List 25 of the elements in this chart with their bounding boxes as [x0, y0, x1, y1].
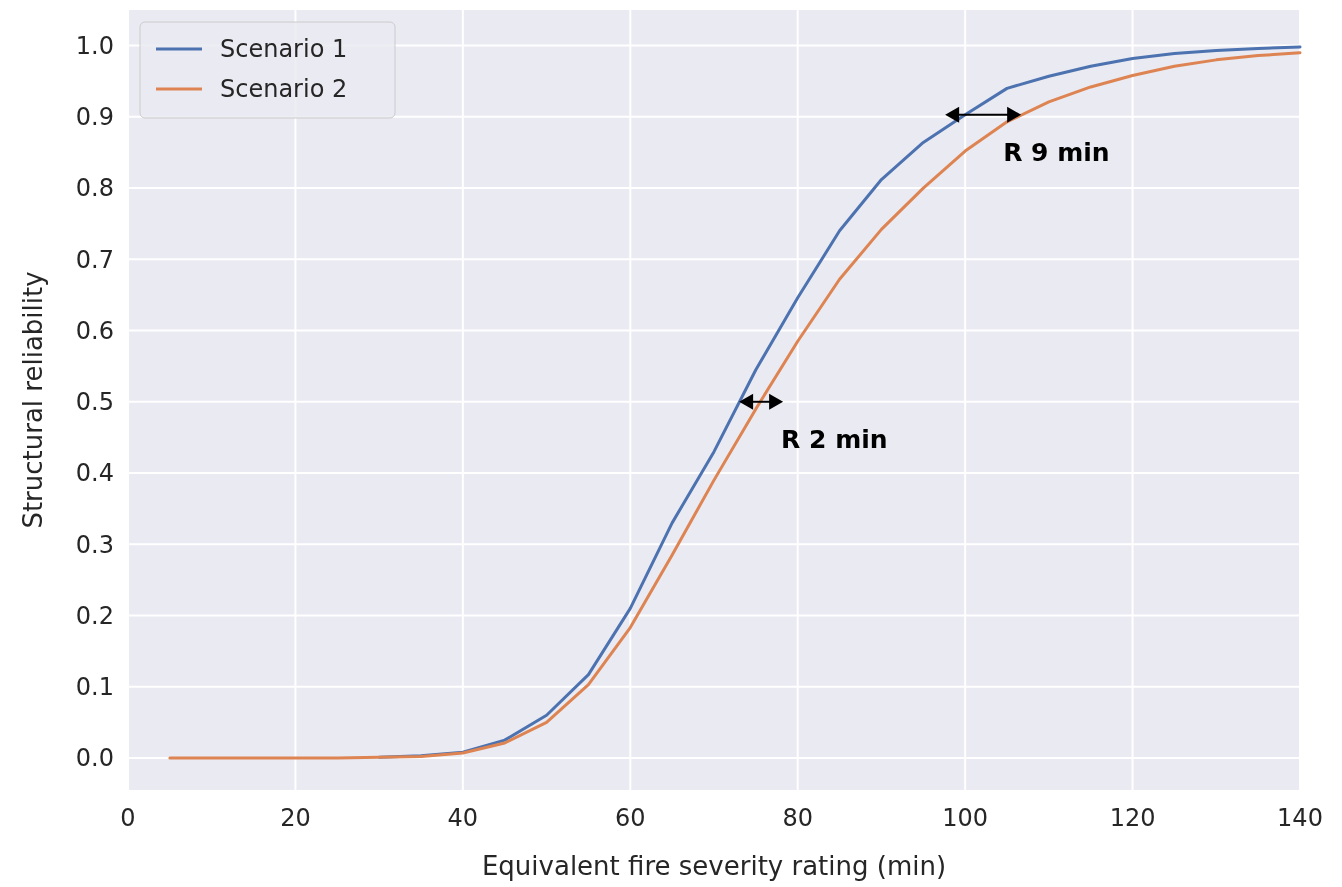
annotation: R 9 min — [1003, 137, 1110, 167]
y-tick-label: 0.4 — [75, 459, 114, 488]
x-axis-title: Equivalent fire severity rating (min) — [481, 851, 947, 881]
y-tick-label: 1.0 — [75, 32, 114, 61]
x-tick-label: 100 — [942, 804, 989, 832]
y-tick-label: 0.0 — [75, 744, 114, 773]
legend-label: Scenario 1 — [220, 35, 348, 64]
x-tick-label: 60 — [615, 804, 646, 832]
x-tick-label: 40 — [447, 804, 479, 832]
y-tick-label: 0.9 — [75, 103, 114, 132]
x-tick-label: 20 — [280, 804, 311, 832]
x-tick-label: 120 — [1109, 804, 1156, 832]
y-tick-label: 0.1 — [75, 673, 114, 702]
legend-label: Scenario 2 — [220, 75, 348, 104]
x-tick-label: 0 — [120, 804, 136, 832]
y-tick-label: 0.6 — [75, 316, 114, 345]
x-tick-label: 140 — [1277, 804, 1323, 832]
y-tick-label: 0.2 — [75, 601, 114, 630]
y-tick-label: 0.5 — [75, 388, 114, 417]
y-tick-label: 0.3 — [75, 530, 114, 559]
y-tick-label: 0.7 — [75, 245, 114, 274]
y-tick-label: 0.8 — [75, 174, 114, 203]
y-axis-title: Structural reliability — [18, 271, 48, 529]
x-tick-label: 80 — [782, 804, 813, 832]
annotation: R 2 min — [781, 424, 888, 454]
